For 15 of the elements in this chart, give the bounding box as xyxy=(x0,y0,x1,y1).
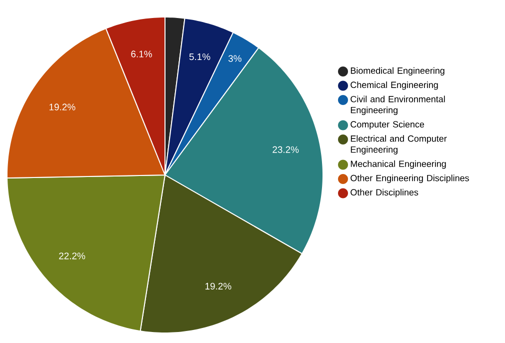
data-label: 19.2% xyxy=(205,282,232,290)
legend-label: Biomedical Engineering xyxy=(350,67,444,76)
data-label: 6.1% xyxy=(131,50,152,58)
data-label: 22.2% xyxy=(59,252,86,260)
data-label: 19.2% xyxy=(50,104,76,110)
legend-label: Other Engineering Disciplines xyxy=(350,174,469,184)
data-label: 5.1% xyxy=(189,53,210,60)
legend-label: Other Disciplines xyxy=(350,188,418,198)
legend-label: Mechanical Engineering xyxy=(350,160,446,169)
data-label: 23.2% xyxy=(272,146,299,153)
legend-label: Electrical and Computer Engineering xyxy=(350,135,447,154)
legend-label: Chemical Engineering xyxy=(350,81,438,90)
legend-label: Civil and Environmental Engineering xyxy=(350,96,445,116)
data-label: 3% xyxy=(228,55,242,62)
legend-label: Computer Science xyxy=(350,120,424,130)
